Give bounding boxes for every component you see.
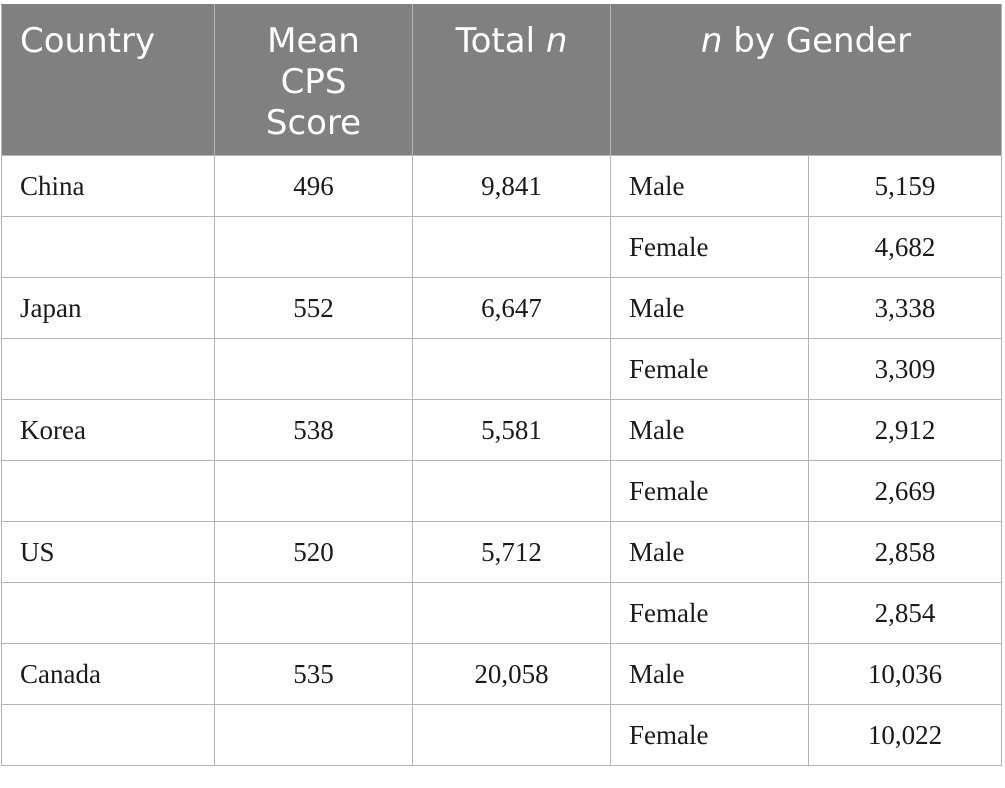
cell-country: [1, 216, 215, 278]
cell-country: [1, 704, 215, 766]
cell-mean-cps-score: 552: [214, 277, 413, 339]
cell-gender-count: 10,022: [808, 704, 1002, 766]
table-row: Female 4,682: [1, 216, 1002, 278]
table-row: Female 10,022: [1, 704, 1002, 766]
table-row: Canada 535 20,058 Male 10,036: [1, 643, 1002, 705]
cell-gender-count: 10,036: [808, 643, 1002, 705]
table-header: Country Mean CPS Score Total n n by Gend…: [1, 4, 1002, 156]
cell-mean-cps-score: [214, 582, 413, 644]
cell-total-n: 20,058: [412, 643, 611, 705]
table-row: Female 2,854: [1, 582, 1002, 644]
header-total-prefix: Total: [455, 21, 546, 61]
header-gender-suffix: by Gender: [722, 21, 912, 61]
cell-gender-count: 2,912: [808, 399, 1002, 461]
header-country: Country: [1, 4, 215, 156]
cell-gender: Female: [610, 582, 809, 644]
table-body: China 496 9,841 Male 5,159 Female 4,682 Japan 55…: [1, 155, 1002, 766]
cell-gender-count: 2,858: [808, 521, 1002, 583]
cell-mean-cps-score: [214, 460, 413, 522]
cell-gender: Female: [610, 460, 809, 522]
cell-total-n: 9,841: [412, 155, 611, 217]
cell-mean-cps-score: [214, 216, 413, 278]
cell-country: [1, 582, 215, 644]
cell-gender-count: 2,854: [808, 582, 1002, 644]
cell-gender: Female: [610, 216, 809, 278]
cell-total-n: [412, 338, 611, 400]
cell-country: Japan: [1, 277, 215, 339]
table-row: Female 2,669: [1, 460, 1002, 522]
header-total-italic: n: [545, 21, 568, 61]
cell-total-n: 6,647: [412, 277, 611, 339]
cell-country: [1, 338, 215, 400]
cell-country: [1, 460, 215, 522]
cell-total-n: [412, 460, 611, 522]
cell-mean-cps-score: 520: [214, 521, 413, 583]
table-row: Female 3,309: [1, 338, 1002, 400]
header-mean-cps-score: Mean CPS Score: [214, 4, 413, 156]
cell-country: US: [1, 521, 215, 583]
cell-country: Korea: [1, 399, 215, 461]
header-n-by-gender: n by Gender: [610, 4, 1002, 156]
cell-gender-count: 2,669: [808, 460, 1002, 522]
table-row: Korea 538 5,581 Male 2,912: [1, 399, 1002, 461]
cell-total-n: 5,581: [412, 399, 611, 461]
header-row: Country Mean CPS Score Total n n by Gend…: [1, 4, 1002, 156]
table-row: China 496 9,841 Male 5,159: [1, 155, 1002, 217]
header-total-n: Total n: [412, 4, 611, 156]
cell-country: Canada: [1, 643, 215, 705]
cell-gender-count: 5,159: [808, 155, 1002, 217]
cell-total-n: [412, 582, 611, 644]
cell-total-n: [412, 216, 611, 278]
cell-gender: Male: [610, 399, 809, 461]
table-row: Japan 552 6,647 Male 3,338: [1, 277, 1002, 339]
cell-gender: Male: [610, 521, 809, 583]
data-table: Country Mean CPS Score Total n n by Gend…: [1, 4, 1002, 766]
cell-total-n: 5,712: [412, 521, 611, 583]
cell-gender: Male: [610, 155, 809, 217]
cell-gender: Female: [610, 704, 809, 766]
cell-gender: Male: [610, 643, 809, 705]
cell-mean-cps-score: 538: [214, 399, 413, 461]
cell-gender-count: 3,309: [808, 338, 1002, 400]
table-row: US 520 5,712 Male 2,858: [1, 521, 1002, 583]
cell-gender: Male: [610, 277, 809, 339]
cell-country: China: [1, 155, 215, 217]
cell-mean-cps-score: [214, 704, 413, 766]
cell-total-n: [412, 704, 611, 766]
cell-gender-count: 4,682: [808, 216, 1002, 278]
cell-mean-cps-score: [214, 338, 413, 400]
header-gender-italic: n: [700, 21, 723, 61]
cell-mean-cps-score: 535: [214, 643, 413, 705]
cell-gender-count: 3,338: [808, 277, 1002, 339]
cell-gender: Female: [610, 338, 809, 400]
cell-mean-cps-score: 496: [214, 155, 413, 217]
